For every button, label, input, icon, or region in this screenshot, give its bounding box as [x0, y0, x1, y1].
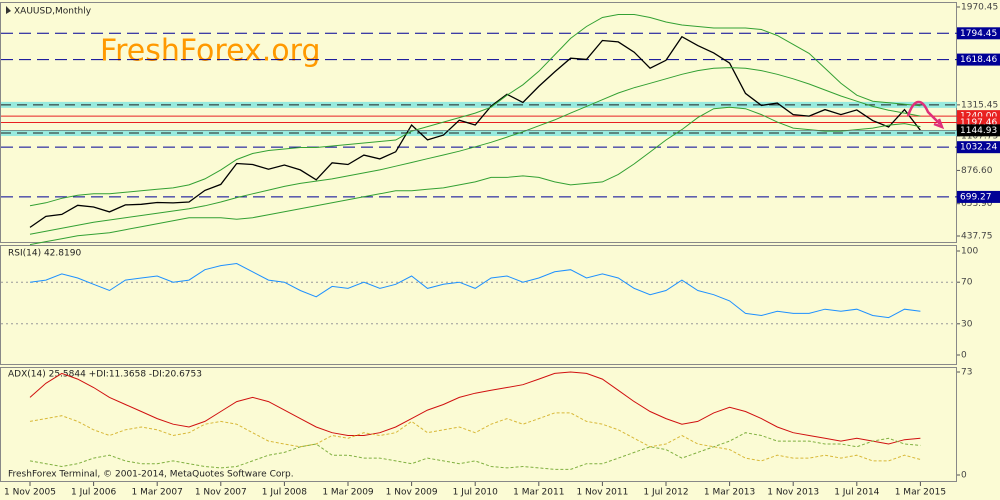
level-label: 1794.45 — [960, 29, 997, 39]
last-price-box — [957, 124, 1000, 137]
x-tick-label: 1 Mar 2007 — [132, 488, 183, 498]
rsi-title: RSI(14) 42.8190 — [8, 249, 81, 259]
level-box — [957, 53, 1000, 66]
series-line — [29, 262, 921, 319]
x-tick-label: 1 Jul 2008 — [262, 488, 307, 498]
level-box — [957, 27, 1000, 40]
y-tick-label: 30 — [961, 319, 973, 329]
y-tick-label: 73 — [961, 368, 972, 378]
adx-panel — [0, 367, 957, 482]
y-tick-label: 437.75 — [961, 232, 993, 242]
x-tick-label: 1 Mar 2009 — [322, 488, 374, 498]
y-tick-label: 653.90 — [961, 199, 993, 209]
series-line — [29, 432, 921, 470]
plot-layer: 437.75653.90876.601107.751315.451794.301… — [1, 3, 1000, 498]
y-tick-label: 0 — [961, 351, 967, 361]
y-tick-label: 876.60 — [961, 166, 993, 176]
y-tick-label: 1107.75 — [961, 131, 998, 141]
x-tick-label: 1 Jul 2012 — [643, 488, 688, 498]
y-tick-label: 70 — [961, 278, 973, 288]
price-title: XAUUSD,Monthly — [14, 7, 92, 17]
red-level-label: 1197.46 — [960, 118, 997, 128]
y-tick-label: 1315.45 — [961, 100, 998, 110]
x-tick-label: 1 Mar 2013 — [704, 488, 755, 498]
x-tick-label: 1 Jul 2014 — [834, 488, 879, 498]
y-tick-label: 1970.45 — [961, 3, 998, 13]
x-tick-label: 1 Nov 2007 — [195, 488, 247, 498]
x-tick-label: 1 Jul 2010 — [453, 488, 498, 498]
level-label: 1618.46 — [960, 55, 997, 65]
x-tick-label: 1 Nov 2005 — [4, 488, 56, 498]
forecast-arrowhead — [933, 118, 945, 130]
last-price-label: 1144.93 — [960, 126, 997, 136]
series-line — [29, 106, 921, 246]
x-tick-label: 1 Jul 2006 — [71, 488, 116, 498]
watermark: FreshForex.org — [100, 34, 321, 69]
forecast-arrow — [906, 100, 941, 125]
series-line — [29, 14, 921, 207]
series-line — [29, 35, 921, 228]
series-line — [29, 412, 921, 462]
x-tick-label: 1 Nov 2013 — [767, 488, 819, 498]
series-line — [29, 371, 921, 445]
level-box — [957, 141, 1000, 154]
level-label: 1032.24 — [960, 143, 997, 153]
level-label: 699.27 — [960, 192, 992, 202]
adx-title: ADX(14) 25.5844 +DI:11.3658 -DI:20.6753 — [8, 370, 202, 380]
x-tick-label: 1 Mar 2011 — [513, 488, 564, 498]
x-tick-label: 1 Mar 2015 — [895, 488, 946, 498]
rsi-panel — [0, 245, 957, 365]
x-tick-label: 1 Nov 2011 — [576, 488, 628, 498]
level-box — [957, 190, 1000, 203]
footer: FreshForex Terminal, © 2001-2014, MetaQu… — [8, 470, 294, 480]
series-line — [29, 67, 921, 235]
x-tick-label: 1 Nov 2009 — [386, 488, 438, 498]
y-tick-label: 0 — [961, 471, 967, 481]
y-tick-label: 100 — [961, 247, 978, 257]
symbol-icon — [6, 6, 11, 14]
